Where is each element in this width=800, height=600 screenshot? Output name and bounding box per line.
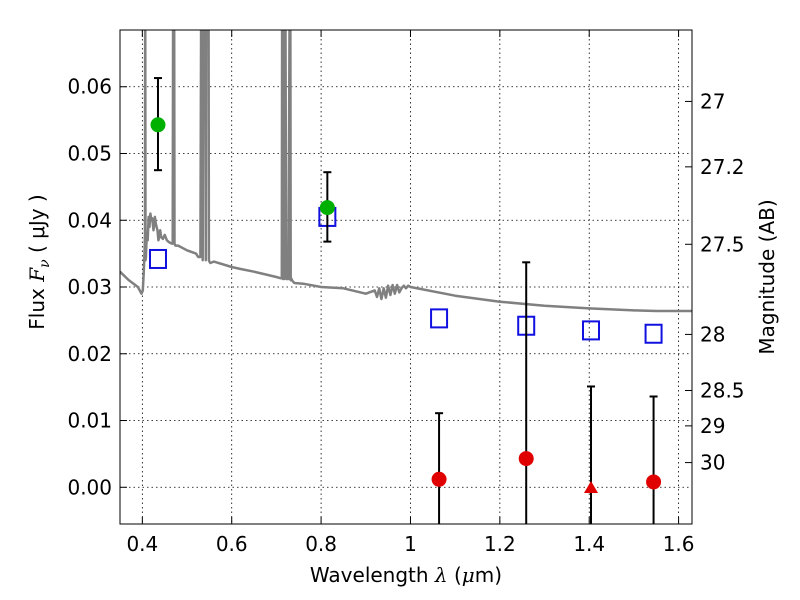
x-tick-label: 0.6 [216, 532, 248, 556]
y-axis-label-sub: ν [37, 259, 53, 268]
y-axis-label-prefix: Flux [25, 282, 49, 330]
y-axis-label-unit: ( μJy ) [25, 194, 49, 259]
model-square-marker [430, 308, 449, 329]
y-tick-label: 0.05 [67, 142, 112, 166]
x-axis-label-prefix: Wavelength [310, 563, 435, 587]
photometry-points [148, 77, 663, 524]
y-tick-label: 0.06 [67, 75, 112, 99]
x-tick-label: 1.2 [484, 532, 516, 556]
x-tick-label: 1 [404, 532, 417, 556]
x-axis-label-symbol: λ [434, 563, 448, 587]
ticks: 0.4 0.6 0.8 1 1.2 1.4 1.6 0.00 0.01 0.02 0.03 0.04 0… [67, 30, 745, 556]
x-axis-label-unit-mu: μ [462, 563, 475, 587]
y-tick-label: 0.03 [67, 275, 112, 299]
x-tick-label: 0.4 [126, 532, 158, 556]
y2-tick-label: 27.5 [700, 232, 745, 256]
y-tick-label: 0.04 [67, 208, 112, 232]
y-axis-label-symbol: F [25, 267, 49, 283]
y-tick-label: 0.01 [67, 409, 112, 433]
detection-marker [150, 117, 166, 133]
y2-tick-label: 30 [700, 451, 725, 475]
y2-tick-label: 29 [700, 414, 725, 438]
model-square-marker [582, 320, 601, 341]
y-tick-label: 0.02 [67, 342, 112, 366]
y-tick-label: 0.00 [67, 475, 112, 499]
x-axis-label-unit-rest: m) [475, 563, 502, 587]
y2-tick-label: 28 [700, 322, 725, 346]
upper-limit-marker [431, 471, 447, 487]
model-square-marker [644, 323, 663, 344]
model-square-marker [148, 248, 167, 269]
model-sed-line [120, 30, 692, 313]
x-axis-label: Wavelength λ (μm) [310, 563, 502, 587]
y2-axis-label: Magnitude (AB) [755, 199, 779, 354]
y2-tick-label: 28.5 [700, 378, 745, 402]
detection-marker [319, 200, 335, 216]
y-axis-label: Flux Fν ( μJy ) [25, 194, 53, 329]
x-tick-label: 1.6 [663, 532, 695, 556]
model-sed [120, 30, 692, 313]
upper-limit-triangle-marker [584, 480, 599, 493]
plot-background [120, 30, 692, 524]
plot-frame [119, 29, 693, 525]
x-axis-label-unit-open: ( [448, 563, 462, 587]
x-tick-label: 0.8 [305, 532, 337, 556]
y2-tick-label: 27.2 [700, 155, 745, 179]
upper-limit-marker [518, 451, 534, 467]
x-tick-label: 1.4 [573, 532, 605, 556]
grid [120, 30, 692, 524]
upper-limit-marker [646, 474, 662, 490]
y2-tick-label: 27 [700, 89, 725, 113]
